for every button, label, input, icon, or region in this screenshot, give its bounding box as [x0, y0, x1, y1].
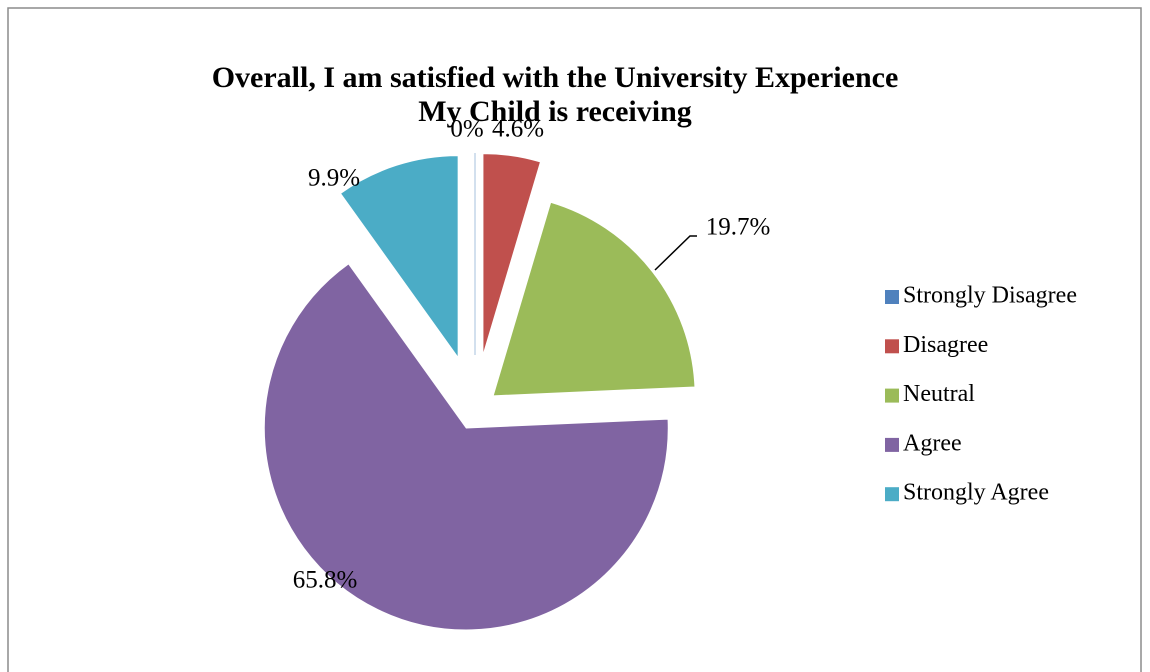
legend-label: Disagree [903, 332, 988, 358]
data-label: 65.8% [293, 567, 358, 594]
chart-title: My Child is receiving [418, 95, 692, 128]
data-label: 19.7% [706, 214, 771, 241]
legend-swatch [885, 339, 899, 354]
legend-label: Neutral [903, 381, 975, 407]
legend-swatch [885, 388, 899, 403]
data-label: 0% [450, 116, 483, 143]
data-label: 4.6% [492, 116, 544, 143]
pie-slice [492, 201, 696, 397]
legend-swatch [885, 487, 899, 502]
legend-label: Strongly Agree [903, 480, 1049, 506]
legend-swatch [885, 290, 899, 304]
pie-slice [263, 263, 669, 631]
pie-slice [482, 153, 542, 356]
legend-label: Strongly Disagree [903, 283, 1077, 309]
legend-label: Agree [903, 430, 962, 456]
data-label: 9.9% [308, 165, 360, 192]
legend-swatch [885, 437, 899, 452]
pie-slice [339, 155, 459, 360]
leader-line [654, 235, 697, 271]
chart-title: Overall, I am satisfied with the Univers… [212, 61, 899, 94]
